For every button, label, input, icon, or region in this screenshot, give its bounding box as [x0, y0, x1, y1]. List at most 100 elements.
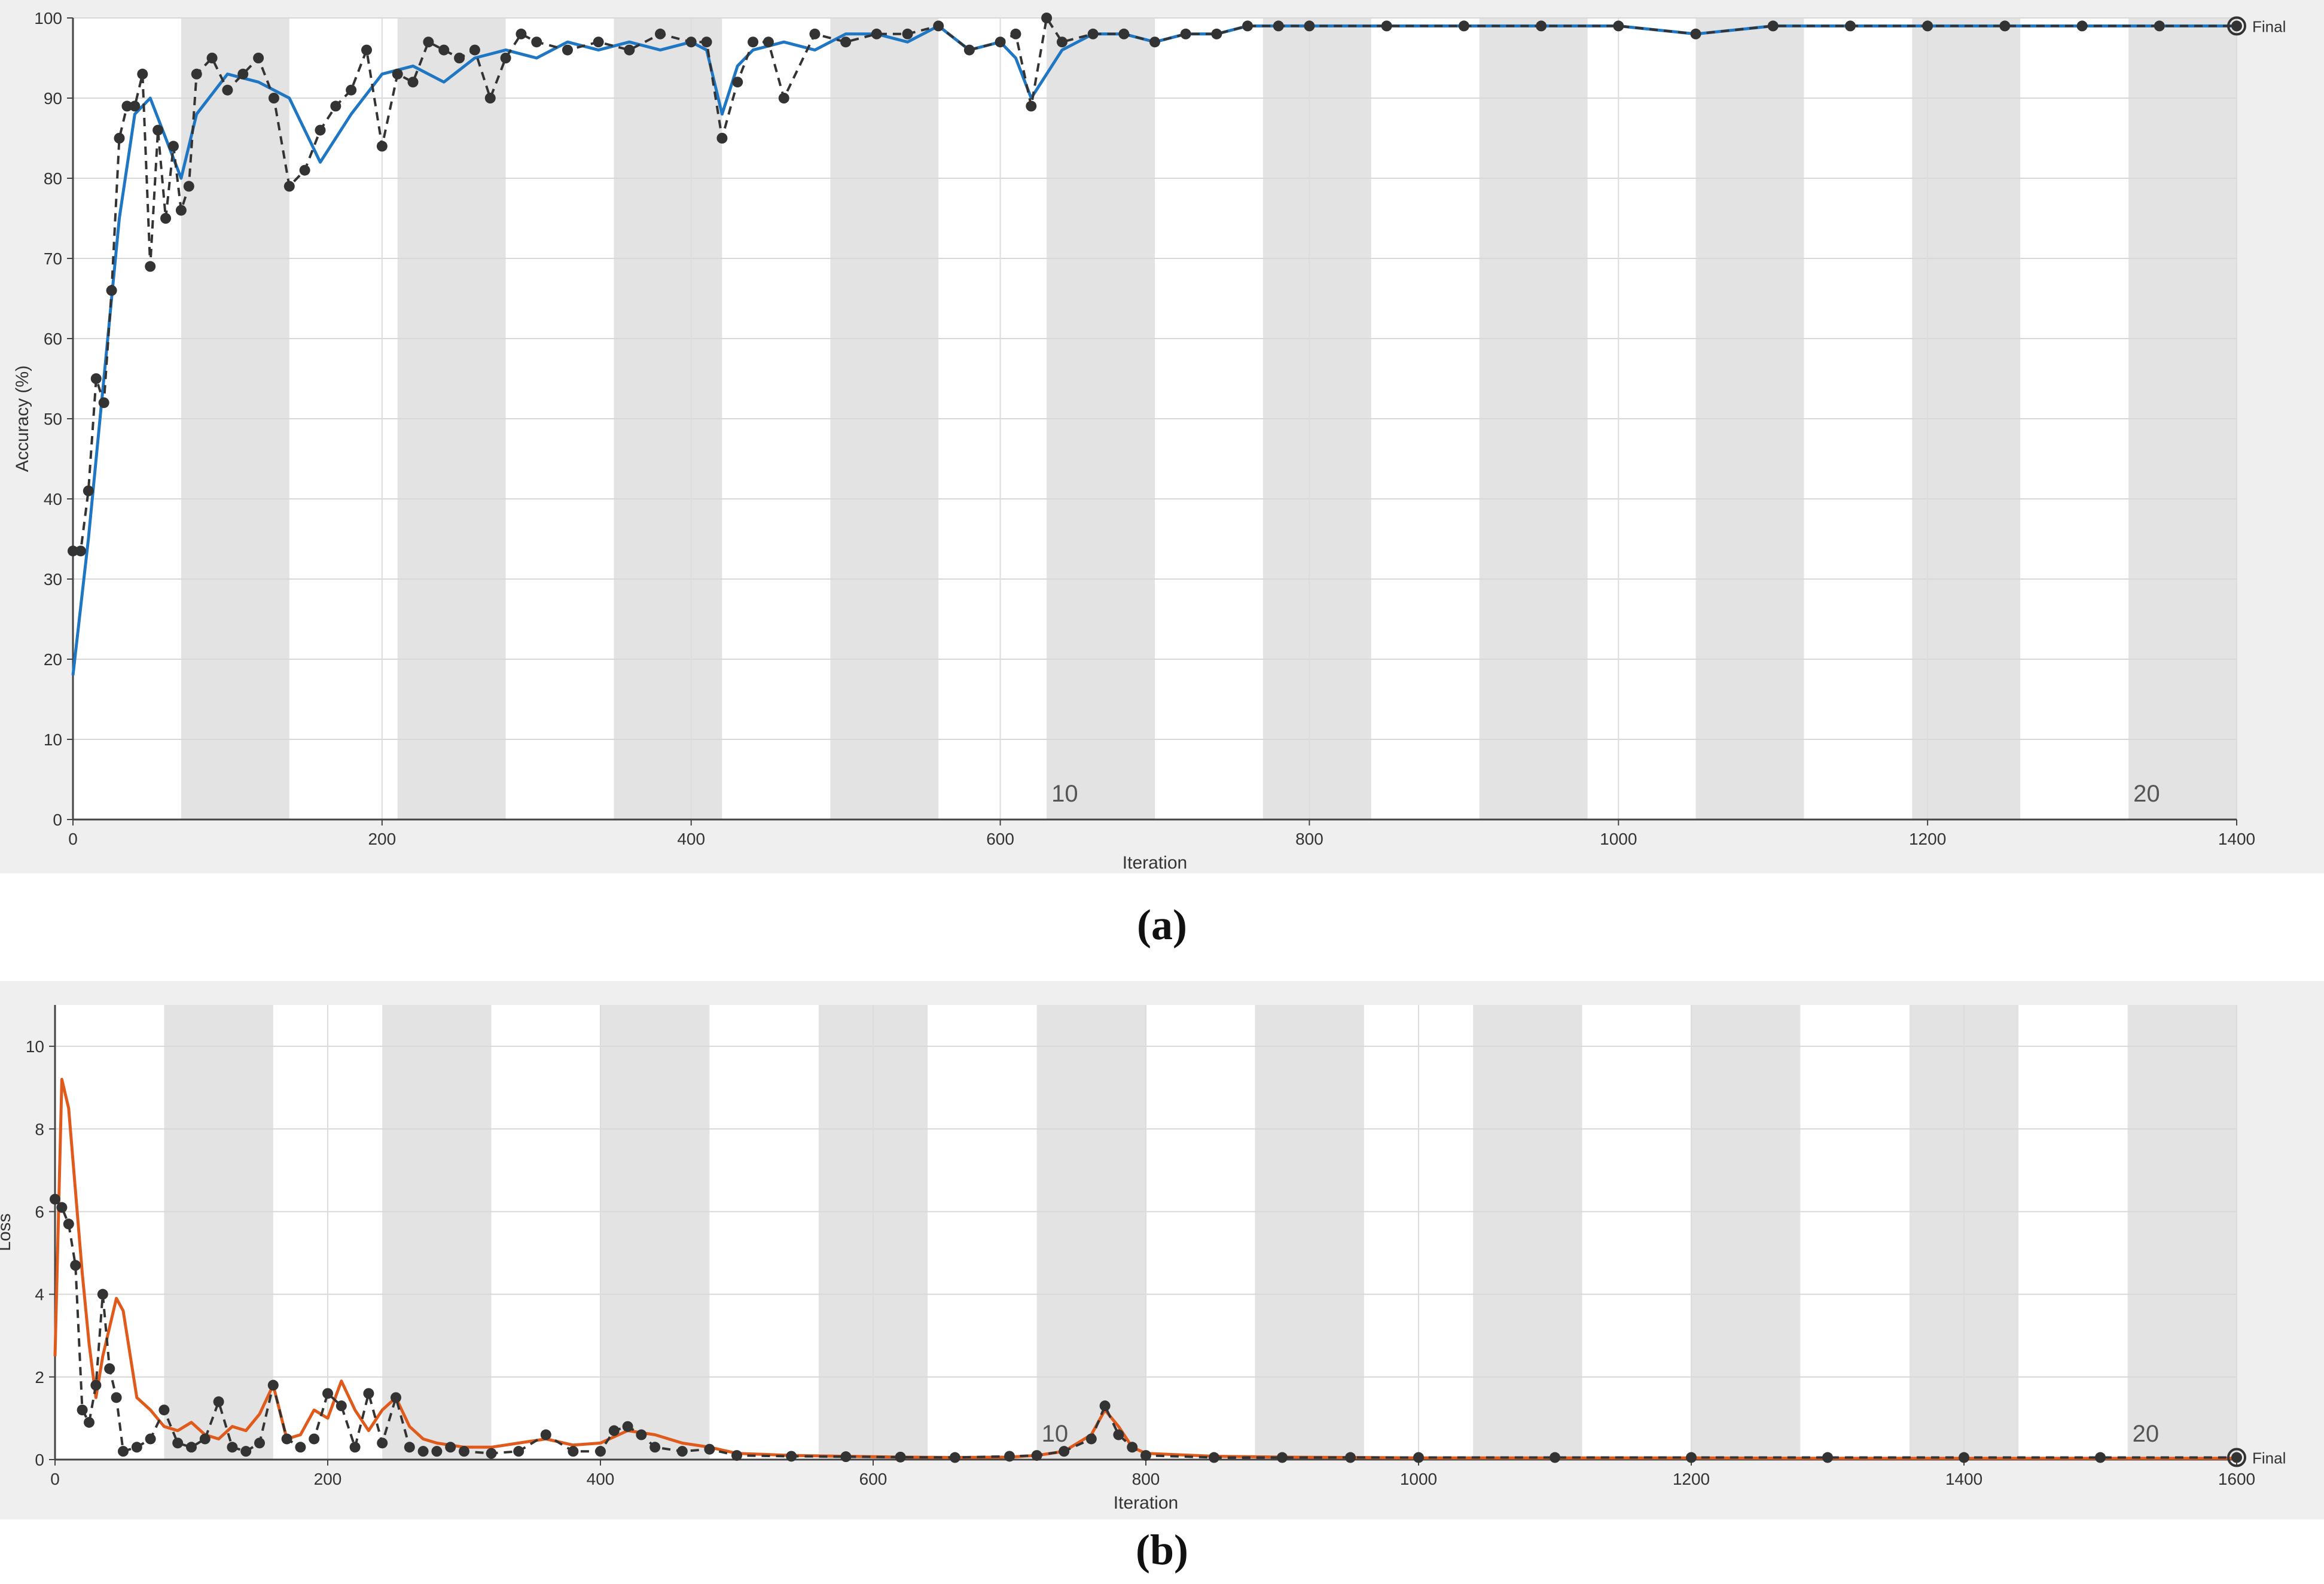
validation-point: [1031, 1450, 1042, 1461]
validation-point: [1059, 1446, 1070, 1457]
validation-point: [153, 124, 164, 136]
validation-point: [131, 1442, 142, 1453]
x-axis-label: Iteration: [1114, 1493, 1178, 1513]
y-axis-label: Accuracy (%): [13, 365, 32, 472]
validation-point: [423, 36, 434, 48]
validation-point: [1099, 1400, 1111, 1412]
validation-point: [685, 36, 697, 48]
validation-point: [295, 1442, 306, 1453]
accuracy-plot-panel: 0 10 20 30 40 50 60 70 80 90 100 0 200 400 600 800 1000 1…: [0, 0, 2324, 873]
x-tick-label: 800: [1295, 830, 1323, 848]
validation-point: [748, 36, 759, 48]
validation-point: [70, 1260, 81, 1271]
y-tick-label: 50: [44, 410, 62, 428]
x-tick-label: 1400: [1945, 1470, 1983, 1488]
validation-point: [145, 1433, 156, 1445]
validation-point: [649, 1442, 661, 1453]
epoch-band: [1691, 1005, 1801, 1460]
validation-point: [445, 1442, 456, 1453]
y-tick-label: 100: [34, 9, 62, 28]
epoch-band: [1036, 1005, 1146, 1460]
final-label: Final: [2252, 1449, 2286, 1467]
validation-point: [237, 68, 249, 80]
x-tick-label: 1200: [1909, 830, 1946, 848]
validation-point: [1273, 20, 1284, 32]
x-tick-label: 0: [68, 830, 78, 848]
validation-point: [299, 165, 310, 176]
validation-point: [391, 1392, 401, 1403]
y-tick-label: 8: [35, 1120, 44, 1138]
validation-point: [346, 84, 357, 96]
validation-point: [840, 1451, 852, 1463]
validation-point: [1026, 100, 1037, 112]
validation-point: [562, 44, 573, 56]
validation-point: [2154, 20, 2165, 32]
validation-point: [1277, 1452, 1288, 1463]
validation-point: [469, 44, 480, 56]
validation-point: [1413, 1452, 1424, 1463]
validation-point: [1686, 1452, 1697, 1463]
y-tick-label: 60: [44, 330, 62, 348]
validation-point: [322, 1388, 333, 1399]
y-tick-label: 2: [35, 1368, 44, 1387]
validation-point: [513, 1446, 524, 1457]
validation-point: [1458, 20, 1469, 32]
validation-point: [431, 1446, 443, 1457]
y-tick-label: 40: [44, 490, 62, 508]
validation-point: [97, 1288, 108, 1300]
validation-point: [254, 1437, 265, 1449]
validation-point: [1767, 20, 1779, 32]
validation-point: [2095, 1452, 2106, 1463]
x-tick-label: 400: [677, 830, 705, 848]
validation-point: [253, 53, 264, 63]
validation-point: [50, 1193, 60, 1205]
validation-point: [90, 1379, 102, 1391]
validation-point: [716, 133, 728, 144]
validation-point: [2231, 20, 2242, 32]
validation-point: [704, 1443, 715, 1455]
validation-point: [83, 485, 94, 496]
validation-point: [809, 28, 821, 39]
validation-point: [377, 1437, 388, 1449]
validation-point: [593, 36, 604, 48]
validation-point: [1004, 1451, 1015, 1462]
final-marker: [2227, 1448, 2246, 1467]
validation-point: [624, 44, 635, 56]
validation-point: [283, 181, 295, 192]
validation-point: [568, 1446, 579, 1457]
validation-point: [1822, 1452, 1833, 1463]
y-tick-label: 10: [44, 730, 62, 749]
validation-point: [963, 44, 975, 56]
validation-point: [75, 546, 86, 557]
x-tick-label: 600: [859, 1470, 887, 1488]
validation-point: [786, 1451, 797, 1462]
validation-point: [486, 1448, 497, 1459]
validation-point: [895, 1451, 906, 1463]
validation-point: [77, 1405, 88, 1416]
validation-line: [54, 1198, 2237, 1459]
validation-point: [608, 1425, 620, 1436]
x-tick-label: 1000: [1600, 830, 1637, 848]
validation-point: [1140, 1450, 1151, 1461]
validation-point: [531, 36, 542, 48]
validation-point: [1085, 1433, 1097, 1445]
y-tick-label: 70: [44, 249, 62, 268]
validation-point: [1041, 13, 1053, 23]
x-axis-label: Iteration: [1123, 853, 1187, 873]
validation-point: [1922, 20, 1933, 32]
validation-point: [1613, 20, 1624, 32]
validation-point: [1180, 28, 1191, 39]
validation-point: [361, 44, 373, 56]
validation-point: [732, 77, 743, 88]
validation-point: [995, 36, 1006, 48]
epoch-band: [1473, 1005, 1582, 1460]
epoch-band: [382, 1005, 492, 1460]
validation-point: [227, 1442, 238, 1453]
validation-point: [191, 68, 202, 80]
validation-point: [1550, 1452, 1560, 1463]
validation-point: [2076, 20, 2088, 32]
validation-point: [417, 1446, 429, 1457]
y-tick-label: 20: [44, 650, 62, 669]
y-tick-label: 10: [26, 1037, 44, 1056]
validation-point: [1242, 20, 1254, 32]
